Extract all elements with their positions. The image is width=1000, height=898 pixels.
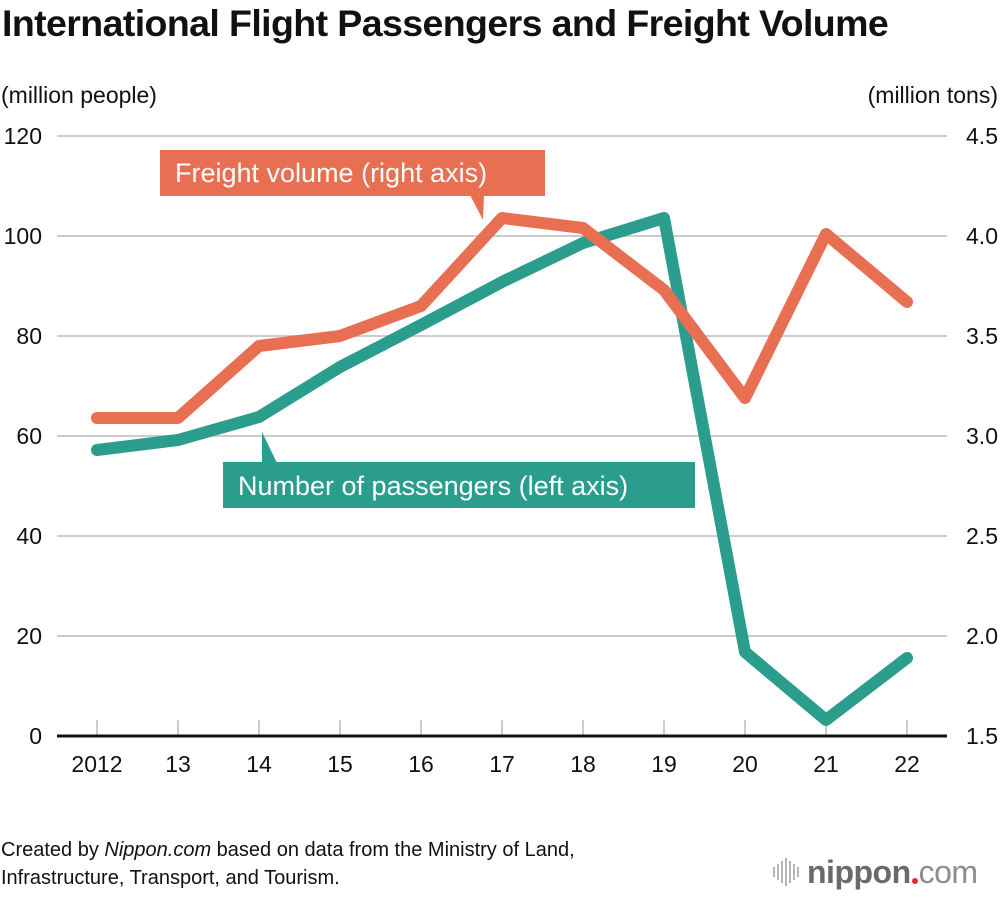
nippon-logo: nippon com [773, 852, 978, 892]
right-axis-tick-label: 2.0 [966, 623, 998, 649]
x-axis-tick-label: 19 [651, 751, 677, 777]
source-suffix: based on data from the Ministry of Land, [211, 839, 575, 861]
right-axis-tick-label: 3.0 [966, 423, 998, 449]
left-axis-unit-label: (million people) [1, 82, 157, 108]
right-axis-tick-labels: 1.5 2.0 2.5 3.0 3.5 4.0 4.5 [966, 123, 998, 749]
right-axis-tick-label: 2.5 [966, 523, 998, 549]
left-axis-tick-label: 40 [16, 523, 42, 549]
freight-line [91, 212, 913, 424]
x-axis-tick-label: 15 [327, 751, 353, 777]
source-note: Created by Nippon.com based on data from… [1, 836, 575, 892]
passenger-label-box [223, 462, 695, 508]
source-prefix: Created by [1, 839, 105, 861]
passenger-label-text: Number of passengers (left axis) [238, 471, 628, 501]
chart-title: International Flight Passengers and Frei… [2, 2, 889, 44]
freight-label-pointer [470, 195, 484, 220]
logo-dot [911, 878, 918, 884]
source-name: Nippon.com [104, 839, 212, 861]
freight-legend-callout: Freight volume (right axis) [160, 150, 545, 220]
x-axis-ticks [96, 720, 908, 736]
series-lines [91, 212, 913, 726]
logo-tld: com [918, 853, 978, 890]
left-axis-tick-label: 60 [16, 423, 42, 449]
passenger-legend-callout: Number of passengers (left axis) [223, 432, 695, 508]
right-axis-unit-label: (million tons) [867, 82, 998, 108]
x-axis-tick-label: 20 [732, 751, 758, 777]
left-axis-tick-label: 100 [4, 223, 42, 249]
right-axis-tick-label: 3.5 [966, 323, 998, 349]
x-axis-tick-label: 16 [408, 751, 434, 777]
left-axis-tick-label: 20 [16, 623, 42, 649]
passenger-label-pointer [262, 432, 277, 463]
x-axis-tick-label: 18 [570, 751, 596, 777]
left-axis-tick-label: 0 [29, 723, 42, 749]
x-axis-tick-label: 14 [246, 751, 272, 777]
x-axis-tick-label: 17 [489, 751, 515, 777]
gridlines [57, 135, 947, 637]
x-axis-tick-labels: 2012 13 14 15 16 17 18 19 20 21 22 [71, 751, 919, 777]
freight-label-box [160, 150, 545, 196]
freight-label-text: Freight volume (right axis) [175, 158, 487, 188]
logo-name: nippon [807, 853, 911, 890]
source-line-2: Infrastructure, Transport, and Tourism. [1, 867, 340, 889]
x-axis-tick-label: 21 [813, 751, 839, 777]
sound-wave-icon [773, 858, 799, 886]
right-axis-tick-label: 4.0 [966, 223, 998, 249]
left-axis-tick-labels: 0 20 40 60 80 100 120 [4, 123, 42, 749]
x-axis-tick-label: 2012 [71, 751, 122, 777]
right-axis-tick-label: 1.5 [966, 723, 998, 749]
x-axis-tick-label: 13 [165, 751, 191, 777]
left-axis-tick-label: 120 [4, 123, 42, 149]
left-axis-tick-label: 80 [16, 323, 42, 349]
x-axis-tick-label: 22 [894, 751, 920, 777]
right-axis-tick-label: 4.5 [966, 123, 998, 149]
